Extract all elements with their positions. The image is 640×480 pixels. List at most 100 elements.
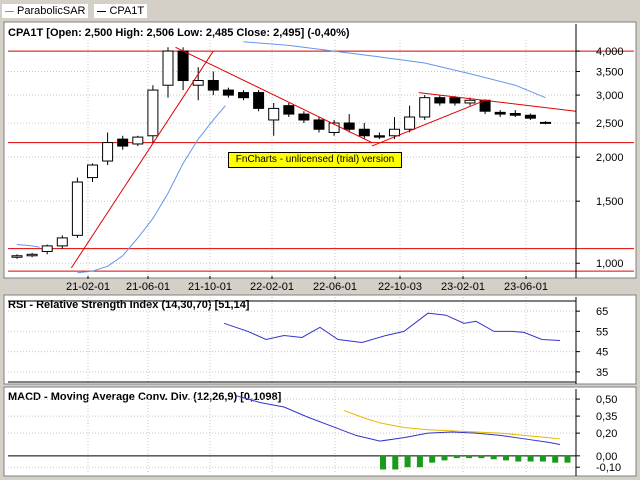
candle-body[interactable] — [132, 136, 144, 145]
x-tick-label: 21-10-01 — [188, 281, 232, 293]
macd-y-tick-label: 0,20 — [596, 428, 617, 440]
macd-histogram-bar — [429, 455, 436, 463]
candle-body[interactable] — [102, 142, 114, 162]
candle-body[interactable] — [419, 97, 431, 118]
legend-label-sar: ParabolicSAR — [17, 5, 86, 17]
macd-panel-title: MACD - Moving Average Conv. Div. (12,26,… — [8, 391, 282, 403]
macd-histogram-bar — [441, 455, 448, 461]
macd-histogram-bar — [527, 455, 534, 462]
macd-histogram-bar — [564, 455, 571, 463]
sar-line — [77, 105, 226, 274]
rsi-y-tick-label: 65 — [596, 306, 608, 318]
macd-histogram-bar — [478, 455, 485, 459]
macd-histogram-bar — [453, 455, 460, 459]
candle-body[interactable] — [283, 105, 295, 115]
candle-body[interactable] — [449, 97, 461, 104]
candle-body[interactable] — [494, 111, 506, 115]
candle-body[interactable] — [389, 128, 400, 137]
x-tick-label: 23-06-01 — [504, 281, 548, 293]
candle-body[interactable] — [298, 113, 310, 121]
legend-item-sar[interactable]: ParabolicSAR — [2, 4, 89, 18]
x-tick-label: 23-02-01 — [441, 281, 485, 293]
candle-body[interactable] — [117, 138, 129, 147]
macd-line — [235, 395, 561, 445]
candle-body[interactable] — [238, 92, 249, 99]
x-tick-label: 22-02-01 — [250, 281, 294, 293]
candle-body[interactable] — [56, 237, 68, 247]
candle-body[interactable] — [41, 245, 53, 252]
x-tick-label: 22-06-01 — [313, 281, 357, 293]
trend-line[interactable] — [175, 46, 373, 144]
macd-histogram-bar — [539, 455, 546, 462]
price-y-tick-label: 2,500 — [596, 118, 624, 130]
rsi-y-tick-label: 35 — [596, 367, 608, 379]
price-y-tick-label: 2,000 — [596, 152, 624, 164]
macd-panel[interactable]: MACD - Moving Average Conv. Div. (12,26,… — [3, 386, 637, 477]
macd-y-tick-label: 0,35 — [596, 411, 617, 423]
trend-line[interactable] — [418, 92, 576, 112]
macd-histogram-bar — [392, 455, 399, 470]
macd-histogram-bar — [552, 455, 559, 463]
trend-line[interactable] — [70, 50, 214, 269]
candle-body[interactable] — [87, 164, 98, 179]
sar-line — [16, 244, 40, 248]
rsi-y-tick-label: 55 — [596, 326, 608, 338]
macd-histogram-bar — [503, 455, 509, 461]
candle-body[interactable] — [253, 92, 265, 109]
candle-body[interactable] — [434, 97, 446, 104]
candle-body[interactable] — [207, 80, 219, 91]
candle-body[interactable] — [192, 80, 204, 86]
price-panel-title: CPA1T [Open: 2,500 High: 2,506 Low: 2,48… — [8, 27, 350, 39]
candle-body[interactable] — [177, 50, 189, 82]
chart-legend: ParabolicSAR CPA1T — [2, 3, 153, 19]
candle-body[interactable] — [464, 99, 476, 104]
macd-line — [343, 409, 561, 440]
candle-body[interactable] — [373, 135, 385, 138]
macd-histogram-bar — [416, 455, 423, 468]
price-y-tick-label: 3,000 — [596, 90, 624, 102]
macd-histogram-bar — [380, 455, 386, 470]
macd-histogram-bar — [404, 455, 411, 468]
price-y-tick-label: 3,500 — [596, 67, 624, 79]
trend-line[interactable] — [371, 99, 486, 147]
candle-body[interactable] — [509, 113, 521, 116]
candle-body[interactable] — [343, 122, 355, 130]
candle-body[interactable] — [71, 181, 83, 236]
legend-label-price: CPA1T — [109, 5, 145, 17]
price-y-tick-label: 1,000 — [596, 258, 624, 270]
macd-y-tick-label: -0,10 — [596, 462, 621, 474]
candle-body[interactable] — [540, 121, 551, 124]
x-tick-label: 21-06-01 — [126, 281, 170, 293]
x-tick-label: 21-02-01 — [66, 281, 110, 293]
candle-body[interactable] — [222, 89, 234, 96]
price-y-tick-label: 4,000 — [596, 46, 624, 58]
price-y-tick-label: 1,500 — [596, 196, 624, 208]
candle-body[interactable] — [328, 122, 340, 133]
x-tick-label: 22-10-03 — [378, 281, 422, 293]
rsi-panel-title: RSI - Relative Strength Index (14,30,70)… — [8, 299, 250, 311]
candle-body[interactable] — [268, 107, 280, 121]
trial-watermark: FnCharts - unlicensed (trial) version — [228, 152, 402, 168]
macd-y-tick-label: 0,50 — [596, 394, 617, 406]
macd-histogram-bar — [466, 455, 473, 459]
rsi-line — [223, 312, 561, 344]
candle-body[interactable] — [313, 119, 325, 130]
candle-body[interactable] — [162, 50, 174, 86]
macd-histogram-bar — [515, 455, 522, 462]
rsi-panel[interactable]: RSI - Relative Strength Index (14,30,70)… — [3, 294, 637, 385]
legend-item-price[interactable]: CPA1T — [94, 4, 148, 18]
macd-histogram-bar — [490, 455, 497, 460]
candle-body[interactable] — [404, 116, 416, 130]
sar-line — [243, 41, 546, 99]
price-panel[interactable]: CPA1T [Open: 2,500 High: 2,506 Low: 2,48… — [3, 21, 637, 293]
candle-body[interactable] — [11, 255, 23, 258]
candle-body[interactable] — [147, 89, 159, 137]
legend-swatch-price — [97, 10, 107, 12]
macd-y-tick-label: 0,00 — [596, 451, 617, 463]
legend-swatch-sar — [5, 10, 14, 12]
candle-body[interactable] — [524, 114, 536, 119]
candle-body[interactable] — [358, 128, 370, 137]
rsi-y-tick-label: 45 — [596, 347, 608, 359]
candle-body[interactable] — [26, 253, 38, 257]
